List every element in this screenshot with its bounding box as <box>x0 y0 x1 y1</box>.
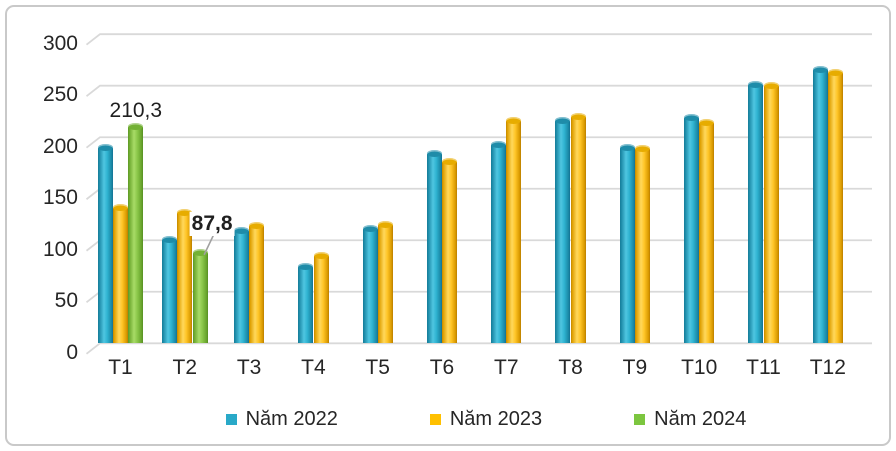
cylinder-top <box>684 114 700 122</box>
cylinder-top <box>442 158 458 166</box>
cylinder-top <box>812 65 828 73</box>
y-axis-label: 300 <box>42 31 78 55</box>
cylinder-top <box>635 145 651 153</box>
y-axis-label: 100 <box>42 237 78 261</box>
legend-item-nam-2024: Năm 2024 <box>634 408 746 431</box>
chart-legend: Năm 2022 Năm 2023 Năm 2024 <box>100 404 872 434</box>
cylinder-top <box>827 68 843 76</box>
legend-label-2023: Năm 2023 <box>449 407 543 430</box>
cylinder-top <box>162 235 177 243</box>
x-axis-label: T1 <box>108 356 133 379</box>
x-axis-label: T12 <box>809 356 846 379</box>
cylinder-top <box>763 82 779 90</box>
x-axis-label: T7 <box>494 356 519 379</box>
cylinder-top <box>233 227 249 235</box>
x-axis-label: T2 <box>172 356 198 379</box>
gridline <box>85 33 872 46</box>
leader-line <box>203 233 215 256</box>
cylinder-top <box>619 144 635 152</box>
cylinder-top <box>377 221 393 229</box>
gridline <box>85 342 872 355</box>
legend-label-2024: Năm 2024 <box>654 407 747 430</box>
legend-item-nam-2023: Năm 2023 <box>429 407 543 431</box>
x-axis-label: T5 <box>365 356 390 379</box>
x-axis-label: T6 <box>429 356 455 379</box>
x-axis-label: T9 <box>622 356 648 379</box>
legend-swatch-2022-icon <box>225 413 237 425</box>
data-label: 87,8 <box>189 211 235 236</box>
cylinder-top <box>192 249 208 257</box>
x-axis-label: T3 <box>236 356 262 379</box>
cylinder-top <box>426 150 442 158</box>
x-axis-label: T11 <box>746 356 781 379</box>
cylinder-top <box>748 81 764 89</box>
cylinder-top <box>506 117 522 125</box>
cylinder-top <box>298 262 314 270</box>
legend-swatch-2024-icon <box>634 413 646 425</box>
cylinder-top <box>491 140 507 148</box>
y-axis-label: 0 <box>66 340 78 364</box>
y-axis-label: 250 <box>42 83 78 107</box>
cylinder-top <box>362 225 378 233</box>
cylinder-top <box>97 144 113 152</box>
legend-swatch-2023-icon <box>429 413 441 425</box>
y-axis-label: 200 <box>42 134 78 158</box>
gridline <box>85 136 872 149</box>
cylinder-top <box>555 117 571 125</box>
cylinder-top <box>699 119 715 127</box>
x-axis-label: T8 <box>558 356 583 379</box>
cylinder-top <box>313 252 329 260</box>
legend-label-2022: Năm 2022 <box>245 407 338 430</box>
data-label: 210,3 <box>109 98 163 122</box>
y-axis-label: 150 <box>42 186 78 210</box>
y-axis-label: 50 <box>54 289 78 313</box>
cylinder-top <box>113 203 128 211</box>
gridline <box>85 84 872 97</box>
cylinder-top <box>570 113 586 121</box>
legend-item-nam-2022: Năm 2022 <box>225 407 338 431</box>
cylinder-top <box>249 222 265 230</box>
x-axis-label: T4 <box>301 356 326 379</box>
cylinder-top <box>128 123 144 131</box>
cylinder-top <box>177 208 193 216</box>
x-axis-label: T10 <box>681 356 718 379</box>
